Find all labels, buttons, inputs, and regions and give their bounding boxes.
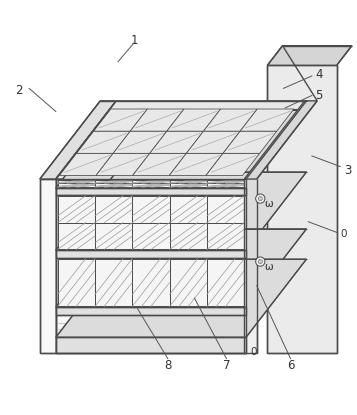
Text: 0: 0 <box>250 347 256 356</box>
Polygon shape <box>56 101 307 179</box>
Polygon shape <box>76 131 130 153</box>
Polygon shape <box>56 259 307 337</box>
Polygon shape <box>170 259 207 306</box>
Text: 0: 0 <box>341 229 347 239</box>
Polygon shape <box>207 222 244 249</box>
Text: 7: 7 <box>223 359 230 372</box>
Polygon shape <box>170 183 207 187</box>
Text: 4: 4 <box>315 68 323 81</box>
Polygon shape <box>56 110 307 188</box>
Polygon shape <box>96 153 150 176</box>
Text: 5: 5 <box>315 89 323 102</box>
Polygon shape <box>267 65 337 353</box>
Polygon shape <box>57 196 95 222</box>
Circle shape <box>256 194 265 203</box>
Text: 6: 6 <box>287 359 294 372</box>
Polygon shape <box>56 172 307 250</box>
Polygon shape <box>207 180 244 183</box>
Polygon shape <box>113 131 167 153</box>
Polygon shape <box>170 222 207 249</box>
Polygon shape <box>267 46 352 65</box>
Polygon shape <box>56 188 246 195</box>
Polygon shape <box>132 180 170 183</box>
Polygon shape <box>206 153 260 176</box>
Polygon shape <box>56 337 246 353</box>
Polygon shape <box>223 131 277 153</box>
Polygon shape <box>56 250 246 258</box>
Text: ω: ω <box>265 262 273 272</box>
Polygon shape <box>132 196 170 222</box>
Polygon shape <box>132 222 170 249</box>
Text: ω: ω <box>265 199 273 209</box>
Polygon shape <box>207 259 244 306</box>
Polygon shape <box>244 101 317 179</box>
Polygon shape <box>169 153 223 176</box>
Polygon shape <box>244 179 257 353</box>
Polygon shape <box>95 183 132 187</box>
Polygon shape <box>207 183 244 187</box>
Polygon shape <box>57 222 95 249</box>
Polygon shape <box>207 196 244 222</box>
Polygon shape <box>40 101 116 179</box>
Polygon shape <box>56 307 246 315</box>
Polygon shape <box>167 109 221 131</box>
Polygon shape <box>95 196 132 222</box>
Polygon shape <box>132 259 170 306</box>
Text: 2: 2 <box>15 84 22 97</box>
Polygon shape <box>57 259 95 306</box>
Polygon shape <box>57 183 95 187</box>
Polygon shape <box>170 196 207 222</box>
Text: 3: 3 <box>344 164 351 177</box>
Polygon shape <box>133 153 186 176</box>
Circle shape <box>258 259 262 264</box>
Polygon shape <box>95 259 132 306</box>
Polygon shape <box>40 179 56 353</box>
Text: 1: 1 <box>130 34 138 47</box>
Circle shape <box>258 197 262 201</box>
Polygon shape <box>95 180 132 183</box>
Polygon shape <box>95 222 132 249</box>
Polygon shape <box>240 109 294 131</box>
Polygon shape <box>56 229 307 307</box>
Polygon shape <box>186 131 240 153</box>
Circle shape <box>256 257 265 266</box>
Polygon shape <box>59 153 113 176</box>
Text: 8: 8 <box>164 359 171 372</box>
Polygon shape <box>170 180 207 183</box>
Polygon shape <box>130 109 184 131</box>
Polygon shape <box>132 183 170 187</box>
Polygon shape <box>56 179 246 353</box>
Polygon shape <box>57 180 95 183</box>
Polygon shape <box>94 109 147 131</box>
Polygon shape <box>203 109 257 131</box>
Polygon shape <box>150 131 203 153</box>
